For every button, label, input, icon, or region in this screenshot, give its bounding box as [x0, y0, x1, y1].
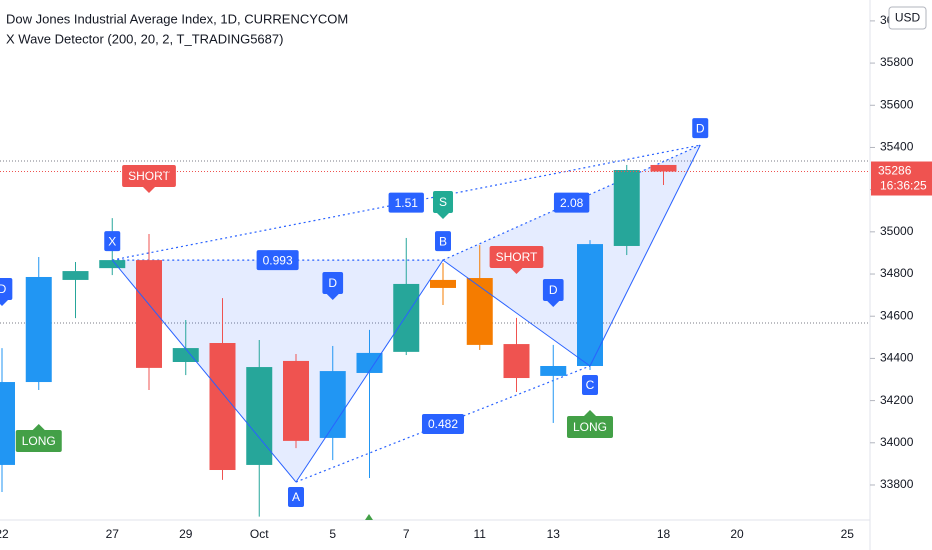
signal-box	[322, 272, 344, 294]
point-label-box	[692, 118, 709, 139]
signal-box	[0, 278, 13, 300]
y-tick-label: 34200	[880, 393, 914, 407]
point-label-box	[104, 231, 121, 252]
pattern-leg	[295, 259, 444, 483]
candle-body	[356, 352, 383, 373]
y-tick-label: 34800	[880, 266, 914, 280]
price-tag	[871, 161, 932, 196]
point-label-box	[288, 487, 304, 508]
point-label-box	[435, 231, 451, 252]
signal-label: D	[549, 283, 558, 297]
signal-pointer	[547, 301, 560, 307]
candle-body	[540, 366, 567, 376]
pattern-area	[112, 260, 443, 483]
x-tick-label: 25	[841, 527, 855, 541]
signal-label: S	[439, 195, 447, 209]
candle-body	[577, 244, 603, 367]
y-tick-label: 35000	[880, 224, 914, 238]
point-label: A	[292, 490, 300, 504]
x-tick-label: 5	[329, 527, 336, 541]
x-tick-label: 22	[0, 527, 9, 541]
candle-body	[613, 170, 640, 246]
y-tick-label: 34600	[880, 308, 914, 322]
candle-body	[466, 278, 493, 345]
x-tick-label: 27	[106, 527, 120, 541]
signal-pointer	[437, 213, 449, 219]
candle-body	[393, 283, 420, 352]
ratio-label: 0.993	[263, 253, 293, 267]
signal-label: SHORT	[496, 250, 538, 264]
candle-body	[650, 164, 677, 172]
pattern-leg	[442, 259, 591, 367]
signal-pointer	[32, 424, 45, 430]
candle-body	[25, 276, 52, 383]
signal-box	[542, 279, 564, 301]
pattern-leg	[589, 144, 701, 367]
x-tick-label: 18	[657, 527, 671, 541]
ratio-box	[256, 250, 299, 271]
signal-arrow	[365, 514, 373, 520]
currency-box	[888, 6, 927, 30]
price-tag-countdown: 16:36:25	[880, 179, 927, 193]
y-tick-label: 34400	[880, 351, 914, 365]
signal-box	[432, 191, 454, 213]
x-tick-label: 13	[547, 527, 561, 541]
signal-label: D	[328, 276, 337, 290]
signal-pointer	[584, 410, 596, 416]
chart-title: Dow Jones Industrial Average Index, 1D, …	[6, 11, 348, 26]
candle-body	[246, 367, 273, 465]
signal-label: D	[0, 282, 7, 296]
x-tick-label: Oct	[250, 527, 269, 541]
y-tick-label: 33800	[880, 477, 914, 491]
price-tag-value: 35286	[878, 164, 912, 178]
y-tick-label: 35800	[880, 55, 914, 69]
candle-body	[319, 371, 346, 438]
point-label: D	[696, 121, 705, 135]
y-tick-label: 35600	[880, 97, 914, 111]
candle-body	[172, 348, 199, 362]
x-tick-label: 29	[179, 527, 193, 541]
signal-box	[489, 246, 544, 268]
signal-label: LONG	[573, 420, 607, 434]
y-tick-label: 34000	[880, 435, 914, 449]
currency-label: USD	[895, 11, 921, 25]
signal-pointer	[143, 187, 155, 193]
ratio-box	[421, 414, 465, 435]
pattern-leg	[111, 259, 297, 483]
point-label: X	[108, 234, 116, 248]
ratio-box	[388, 192, 424, 213]
candle-body	[62, 271, 89, 280]
signal-pointer	[510, 268, 523, 274]
ratio-label: 1.51	[395, 196, 419, 210]
signal-box	[15, 430, 62, 452]
candle-body	[430, 279, 456, 288]
ratio-label: 0.482	[428, 417, 458, 431]
indicator-title: X Wave Detector (200, 20, 2, T_TRADING56…	[6, 31, 283, 46]
x-tick-label: 11	[474, 527, 487, 541]
point-label-box	[582, 375, 598, 396]
ratio-box	[553, 192, 590, 213]
signal-pointer	[0, 300, 8, 306]
ratio-label: 2.08	[560, 196, 584, 210]
point-label: C	[586, 378, 595, 392]
signal-label: SHORT	[128, 169, 170, 183]
point-label: B	[439, 234, 447, 248]
y-tick-label: 35400	[880, 140, 914, 154]
candle-body	[136, 260, 162, 368]
signal-label: LONG	[22, 434, 56, 448]
candle-body	[283, 360, 309, 441]
signal-box	[122, 165, 176, 187]
candle-body	[503, 344, 530, 379]
candle-body	[0, 382, 15, 465]
signal-box	[566, 416, 614, 438]
plot-area	[0, 144, 701, 517]
x-tick-label: 7	[403, 527, 410, 541]
x-tick-label: 20	[730, 527, 744, 541]
signal-pointer	[326, 294, 339, 300]
candle-body	[209, 343, 236, 471]
candle-body	[99, 260, 126, 269]
